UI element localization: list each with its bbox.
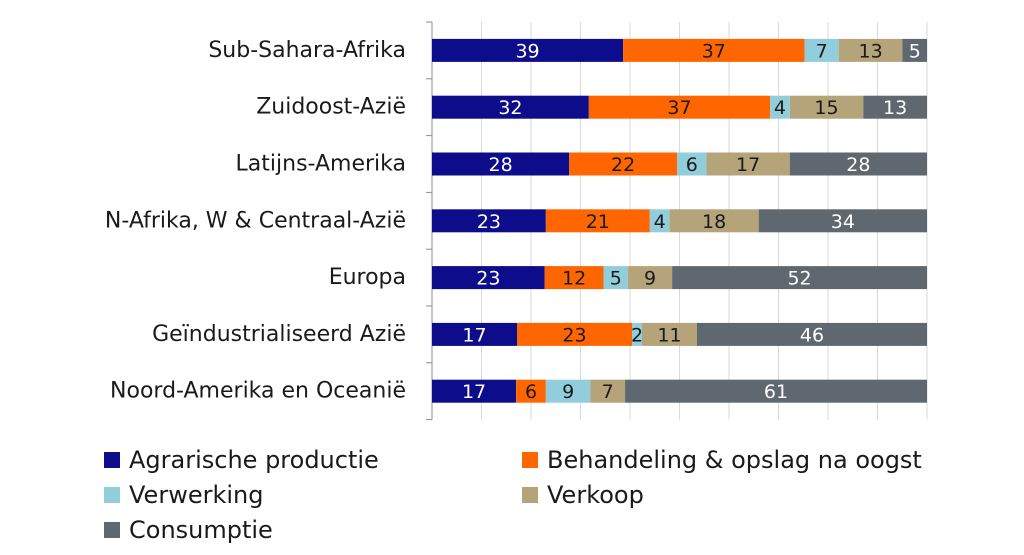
- data-label: 7: [816, 40, 828, 62]
- data-label: 37: [667, 97, 691, 119]
- bar-segment: [432, 322, 517, 346]
- bar-segment: [789, 152, 927, 176]
- bar-segment: [517, 322, 632, 346]
- bar-segment: [697, 322, 927, 346]
- bar-segment: [432, 266, 545, 290]
- data-label: 34: [831, 211, 855, 233]
- data-label: 6: [686, 154, 698, 176]
- category-label: Europa: [329, 265, 406, 290]
- bar-segment: [625, 379, 927, 403]
- legend-swatch: [104, 452, 120, 468]
- data-label: 23: [476, 268, 500, 290]
- legend-swatch: [104, 522, 120, 538]
- data-label: 5: [610, 268, 622, 290]
- bar-segment: [432, 209, 546, 233]
- data-label: 21: [586, 211, 610, 233]
- legend-item: Verkoop: [522, 481, 644, 509]
- data-label: 17: [462, 381, 486, 403]
- bar-segment: [642, 322, 697, 346]
- data-label: 2: [631, 324, 643, 346]
- bar-segment: [863, 95, 927, 119]
- data-label: 23: [562, 324, 586, 346]
- data-label: 9: [644, 268, 656, 290]
- data-label: 52: [787, 268, 811, 290]
- data-label: 28: [489, 154, 513, 176]
- data-label: 17: [462, 324, 486, 346]
- bar-segment: [628, 266, 673, 290]
- bar-segment: [669, 209, 759, 233]
- data-label: 46: [800, 324, 824, 346]
- bar-segment: [588, 95, 771, 119]
- legend-swatch: [522, 452, 538, 468]
- bar-segment: [432, 379, 517, 403]
- data-label: 22: [611, 154, 635, 176]
- data-label: 11: [657, 324, 681, 346]
- bar-segment: [902, 38, 927, 62]
- bar-segment: [758, 209, 927, 233]
- legend-label: Agrarische productie: [129, 446, 379, 474]
- legend-label: Consumptie: [129, 516, 273, 544]
- category-label: Latijns-Amerika: [236, 152, 406, 177]
- legend-label: Verkoop: [547, 481, 644, 509]
- category-axis: [426, 21, 433, 421]
- legend-item: Consumptie: [104, 516, 273, 544]
- bar-segment: [649, 209, 670, 233]
- data-label: 39: [515, 40, 539, 62]
- data-label: 28: [846, 154, 870, 176]
- data-label: 9: [562, 381, 574, 403]
- category-label: Sub-Sahara-Afrika: [208, 38, 406, 63]
- data-label: 5: [909, 40, 921, 62]
- data-label: 61: [764, 381, 788, 403]
- category-labels: Sub-Sahara-Afrika Zuidoost-Azië Latijns-Am…: [105, 38, 406, 404]
- legend-item: Behandeling & opslag na oogst: [522, 446, 922, 474]
- legend-item: Agrarische productie: [104, 446, 379, 474]
- data-label: 18: [702, 211, 726, 233]
- bar-segment: [838, 38, 903, 62]
- bar-segment: [545, 379, 591, 403]
- data-label: 37: [702, 40, 726, 62]
- data-label: 17: [736, 154, 760, 176]
- data-label: 12: [562, 268, 586, 290]
- bar-segment: [770, 95, 790, 119]
- data-label: 13: [883, 97, 907, 119]
- bar-segment: [677, 152, 707, 176]
- data-label: 4: [654, 211, 666, 233]
- category-label: Noord-Amerika en Oceanië: [110, 379, 406, 404]
- category-label: Geïndustrialiseerd Azië: [152, 322, 406, 347]
- legend-label: Verwerking: [129, 481, 264, 509]
- category-label: Zuidoost-Azië: [256, 95, 406, 120]
- bar-segment: [590, 379, 626, 403]
- bar-segment: [432, 38, 624, 62]
- bar-segment: [603, 266, 629, 290]
- data-label: 32: [498, 97, 522, 119]
- data-label: 15: [814, 97, 838, 119]
- bar-segment: [544, 266, 604, 290]
- bar-segment: [706, 152, 790, 176]
- legend-swatch: [104, 487, 120, 503]
- data-label: 13: [859, 40, 883, 62]
- bar-segment: [623, 38, 805, 62]
- data-label: 7: [602, 381, 614, 403]
- bar-segment: [672, 266, 927, 290]
- bar-segment: [545, 209, 650, 233]
- data-label: 23: [477, 211, 501, 233]
- bar-segment: [632, 322, 642, 346]
- bar-segment: [432, 95, 589, 119]
- bar-segment: [804, 38, 839, 62]
- data-label: 6: [525, 381, 537, 403]
- data-label: 4: [774, 97, 786, 119]
- bar-segment: [789, 95, 864, 119]
- legend-label: Behandeling & opslag na oogst: [547, 446, 922, 474]
- legend-swatch: [522, 487, 538, 503]
- legend-item: Verwerking: [104, 481, 263, 509]
- bar-segment: [516, 379, 546, 403]
- bar-segment: [569, 152, 678, 176]
- category-label: N-Afrika, W & Centraal-Azië: [105, 208, 406, 233]
- bar-segment: [432, 152, 570, 176]
